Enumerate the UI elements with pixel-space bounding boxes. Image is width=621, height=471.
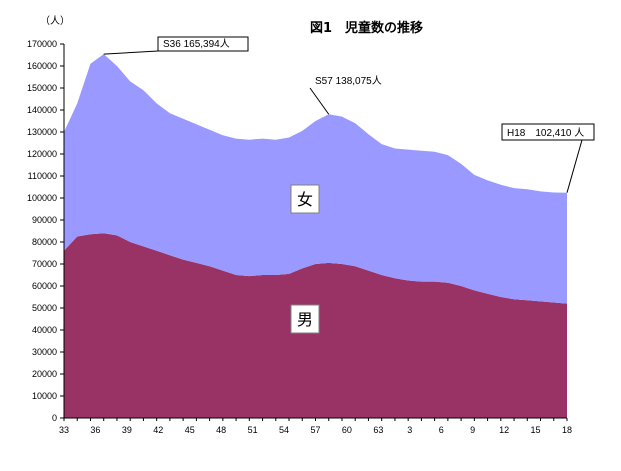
series-label-box [290,184,320,214]
y-tick-label: 0 [52,413,57,423]
x-tick-label: 36 [90,425,100,435]
x-tick-label: 60 [342,425,352,435]
x-tick-label: 9 [470,425,475,435]
x-tick-label: 3 [407,425,412,435]
x-tick-label: 57 [310,425,320,435]
y-tick-label: 40000 [32,325,57,335]
callout-label-2: H18 102,410 人 [507,127,584,139]
x-tick-label: 18 [562,425,572,435]
x-tick-label: 42 [153,425,163,435]
area-layer [64,54,567,418]
callout-leader [309,87,330,115]
callout-leader [566,139,583,193]
y-tick-label: 150000 [27,83,57,93]
series-area-1 [64,54,567,304]
callout-leader [103,50,159,55]
y-tick-label: 80000 [32,237,57,247]
x-tick-label: 39 [122,425,132,435]
y-tick-label: 130000 [27,127,57,137]
x-tick-label: 51 [248,425,258,435]
series-label-1: 女 [297,190,313,209]
y-tick-label: 100000 [27,193,57,203]
x-tick-label: 45 [185,425,195,435]
x-tick-label: 33 [59,425,69,435]
callout-label-1: S57 138,075人 [315,75,382,87]
y-tick-label: 50000 [32,303,57,313]
x-tick-label: 48 [216,425,226,435]
y-tick-label: 110000 [28,171,57,181]
x-tick-label: 63 [373,425,383,435]
x-tick-label: 12 [499,425,509,435]
y-tick-label: 140000 [27,105,57,115]
series-label-box [290,304,320,334]
y-tick-label: 60000 [32,281,57,291]
callout-label-0: S36 165,394人 [163,38,230,50]
y-tick-label: 90000 [32,215,57,225]
series-label-layer: 男女 [290,184,320,334]
y-tick-label: 70000 [32,259,57,269]
y-tick-label: 160000 [27,61,57,71]
callout-box [157,36,249,52]
tick-layer: 0 10000 20000 30000 40000 50000 60000 70000 8000… [27,39,572,435]
y-tick-label: 30000 [32,347,57,357]
y-tick-label: 120000 [27,149,57,159]
y-tick-label: 20000 [32,369,57,379]
callout-layer: S36 165,394人 S57 138,075人 H18 102,410 人 [103,36,595,193]
callout-box [501,123,595,141]
y-tick-label: 170000 [27,39,57,49]
x-tick-label: 6 [439,425,444,435]
x-tick-label: 54 [279,425,289,435]
x-tick-label: 15 [531,425,541,435]
series-label-0: 男 [297,310,313,329]
y-axis-unit-label: （人） [40,15,70,27]
chart-title: 図1 児童数の推移 [310,20,423,36]
y-tick-label: 10000 [32,391,57,401]
